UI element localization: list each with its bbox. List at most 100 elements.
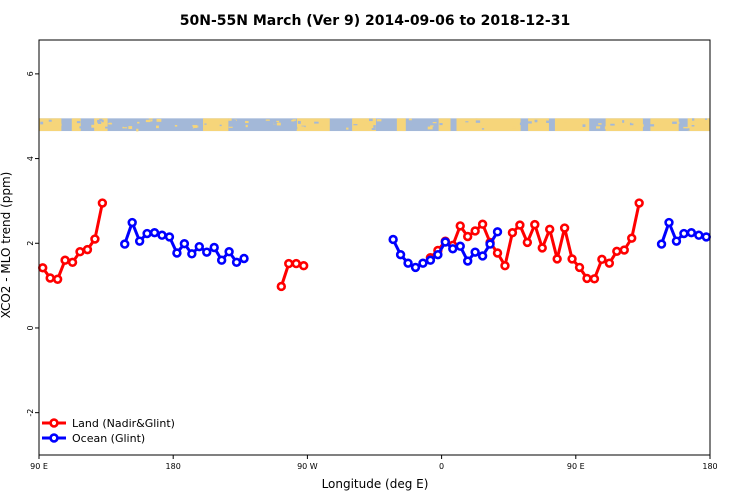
band-speckle <box>99 118 103 122</box>
band-speckle <box>192 125 198 128</box>
band-speckle <box>300 126 305 129</box>
ocean-data-point <box>448 244 458 254</box>
land-data-point <box>515 220 525 230</box>
band-speckle <box>653 120 656 123</box>
band-speckle <box>91 124 96 128</box>
band-speckle <box>596 126 601 129</box>
band-speckle <box>101 119 104 123</box>
ocean-data-point <box>224 247 234 257</box>
band-speckle <box>137 121 140 124</box>
ocean-data-point <box>172 248 182 258</box>
ocean-data-point <box>164 232 175 242</box>
ocean-data-point <box>425 255 436 265</box>
x-tick-label: 180 <box>702 462 717 471</box>
ocean-data-point <box>410 262 421 273</box>
band-speckle <box>58 123 62 126</box>
land-data-point <box>455 221 465 231</box>
band-speckle <box>545 125 548 127</box>
band-speckle <box>335 128 338 131</box>
legend-marker-land <box>49 418 59 428</box>
ocean-data-point <box>664 217 674 228</box>
band-speckle <box>563 122 568 126</box>
band-speckle <box>346 127 349 130</box>
band-speckle <box>371 128 376 130</box>
band-speckle <box>566 125 569 129</box>
x-tick-label: 90 E <box>567 462 585 471</box>
band-speckle <box>446 119 450 122</box>
y-tick-label: 6 <box>26 71 35 76</box>
band-speckle <box>128 119 134 123</box>
ocean-data-point <box>142 228 152 239</box>
land-patch <box>71 118 81 132</box>
band-speckle <box>194 124 198 126</box>
band-speckle <box>691 125 695 127</box>
band-speckle <box>369 118 373 122</box>
ocean-data-point <box>671 236 682 246</box>
band-speckle <box>145 119 151 123</box>
y-tick-label: -2 <box>26 409 35 417</box>
band-speckle <box>408 118 412 121</box>
land-data-point <box>75 247 85 257</box>
chart-title: 50N-55N March (Ver 9) 2014-09-06 to 2018… <box>180 13 570 29</box>
land-data-point <box>284 258 294 269</box>
ocean-data-point <box>187 249 197 259</box>
ocean-data-point <box>127 217 137 228</box>
band-speckle <box>391 122 394 126</box>
x-tick-label: 90 E <box>30 462 48 471</box>
band-speckle <box>598 123 602 125</box>
land-data-point <box>82 244 93 255</box>
y-tick-label: 2 <box>26 241 35 246</box>
band-speckle <box>564 128 567 131</box>
band-speckle <box>475 120 481 123</box>
land-data-point <box>38 263 48 273</box>
ocean-data-point <box>395 249 406 260</box>
legend-label-land: Land (Nadir&Glint) <box>72 417 175 430</box>
land-data-point <box>612 246 622 257</box>
band-speckle <box>275 125 280 128</box>
band-speckle <box>148 118 153 120</box>
land-data-point <box>545 224 555 234</box>
land-data-point <box>291 258 301 269</box>
ocean-data-point <box>492 227 503 237</box>
land-data-point <box>298 261 309 271</box>
x-tick-label: 0 <box>439 462 444 471</box>
band-speckle <box>318 119 323 122</box>
plot-frame <box>38 39 711 456</box>
y-axis: -2 0 2 4 6 <box>26 71 39 417</box>
band-speckle <box>610 123 615 126</box>
land-data-point <box>552 254 562 264</box>
band-speckle <box>534 123 539 127</box>
ocean-data-point <box>149 227 160 238</box>
band-speckle <box>631 122 635 124</box>
band-speckle <box>534 119 538 123</box>
ocean-data-point <box>194 241 204 252</box>
land-data-point <box>597 254 607 265</box>
band-speckle <box>366 124 369 126</box>
land-data-point <box>52 274 63 284</box>
land-data-point <box>582 273 592 284</box>
band-speckle <box>122 126 128 129</box>
band-speckle <box>684 128 690 131</box>
band-speckle <box>245 124 248 128</box>
land-ocean-band <box>39 118 710 132</box>
band-speckle <box>136 128 139 132</box>
band-speckle <box>622 120 625 123</box>
land-data-point <box>500 261 510 271</box>
band-speckle <box>128 126 133 130</box>
band-speckle <box>519 122 525 126</box>
band-speckle <box>48 119 52 122</box>
band-speckle <box>265 119 270 121</box>
band-speckle <box>382 118 386 121</box>
ocean-data-point <box>440 237 451 247</box>
ocean-data-point <box>157 230 167 240</box>
band-speckle <box>672 121 677 124</box>
band-speckle <box>238 128 243 130</box>
band-speckle <box>640 124 644 127</box>
land-data-point <box>60 255 70 265</box>
ocean-data-point <box>455 241 465 251</box>
band-speckle <box>97 119 101 123</box>
ocean-data-point <box>656 239 667 249</box>
land-patch <box>396 118 406 132</box>
land-data-point <box>522 237 533 248</box>
